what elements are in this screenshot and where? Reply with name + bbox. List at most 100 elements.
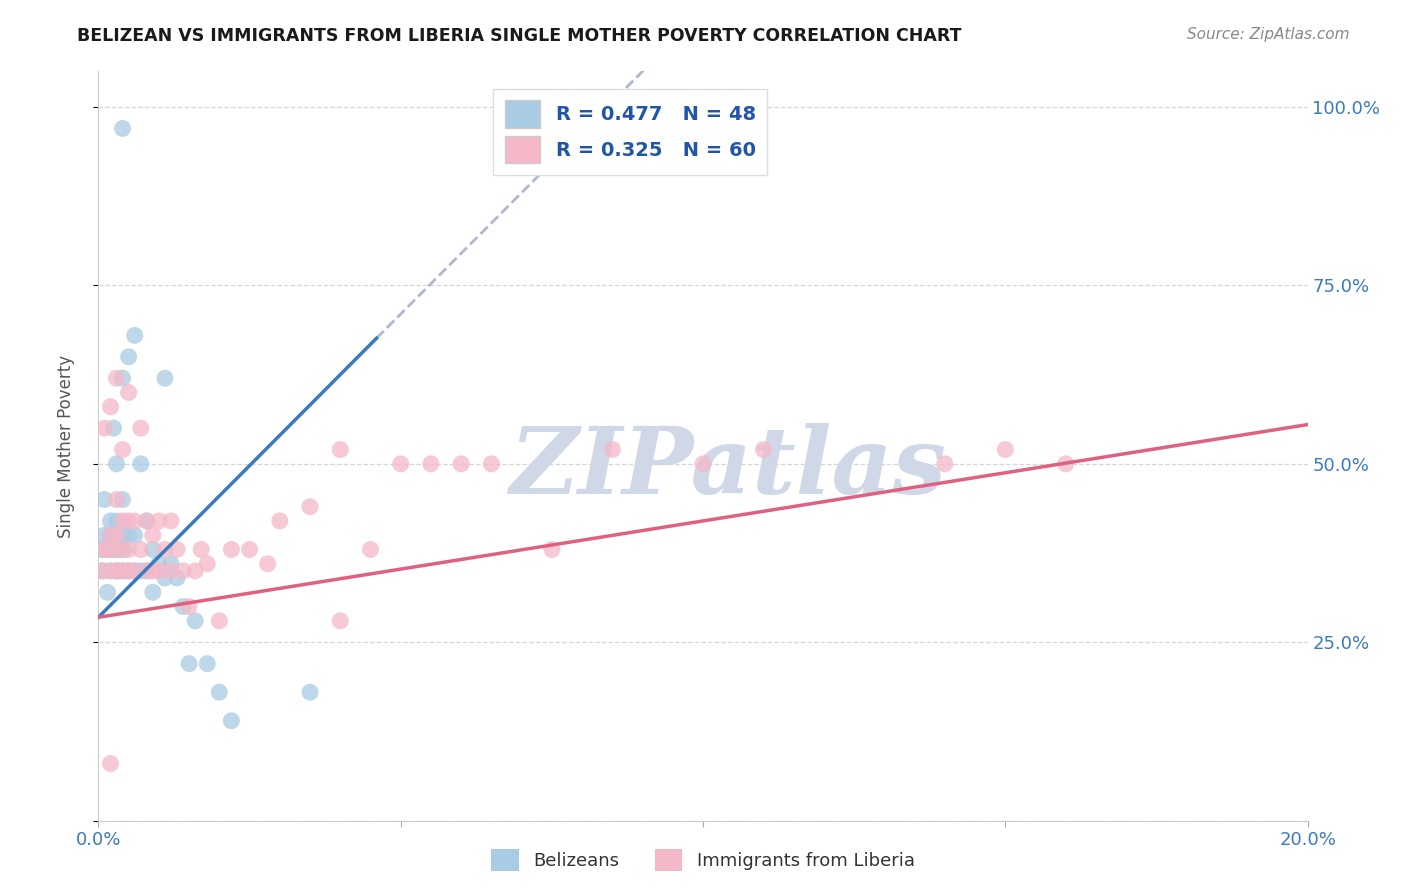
Point [389,457,412,471]
Point [142,564,165,578]
Point [256,557,278,571]
Point [142,585,165,599]
Point [105,514,128,528]
Point [111,442,134,457]
Point [994,442,1017,457]
Point [105,457,128,471]
Legend: R = 0.477   N = 48, R = 0.325   N = 60: R = 0.477 N = 48, R = 0.325 N = 60 [494,88,768,175]
Point [124,528,146,542]
Point [184,564,207,578]
Point [105,492,128,507]
Point [96,542,118,557]
Point [105,528,128,542]
Point [94,542,117,557]
Point [100,564,122,578]
Point [142,528,165,542]
Point [135,564,157,578]
Text: ZIPatlas: ZIPatlas [509,424,946,514]
Point [540,542,562,557]
Point [124,514,146,528]
Point [135,564,157,578]
Point [166,542,188,557]
Point [160,514,183,528]
Point [184,614,207,628]
Point [208,614,231,628]
Point [100,542,122,557]
Point [360,542,382,557]
Point [100,514,122,528]
Point [105,564,128,578]
Point [91,564,114,578]
Point [93,492,115,507]
Point [118,564,141,578]
Point [299,685,322,699]
Point [107,564,129,578]
Point [100,528,122,542]
Point [90,542,112,557]
Point [96,542,118,557]
Point [129,542,152,557]
Point [148,564,170,578]
Point [100,400,122,414]
Point [208,685,231,699]
Point [221,542,243,557]
Y-axis label: Single Mother Poverty: Single Mother Poverty [56,354,75,538]
Point [179,657,201,671]
Point [111,564,134,578]
Point [148,557,170,571]
Point [934,457,956,471]
Point [111,564,134,578]
Point [160,557,183,571]
Legend: Belizeans, Immigrants from Liberia: Belizeans, Immigrants from Liberia [484,842,922,879]
Point [118,542,141,557]
Point [112,542,135,557]
Point [179,599,201,614]
Point [329,614,352,628]
Point [108,542,131,557]
Point [172,564,194,578]
Point [135,514,157,528]
Point [129,564,152,578]
Point [153,371,176,385]
Point [148,514,170,528]
Point [195,557,218,571]
Point [93,528,115,542]
Point [160,564,183,578]
Text: BELIZEAN VS IMMIGRANTS FROM LIBERIA SINGLE MOTHER POVERTY CORRELATION CHART: BELIZEAN VS IMMIGRANTS FROM LIBERIA SING… [77,27,962,45]
Text: Source: ZipAtlas.com: Source: ZipAtlas.com [1187,27,1350,42]
Point [269,514,291,528]
Point [111,514,134,528]
Point [118,350,141,364]
Point [103,421,125,435]
Point [752,442,775,457]
Point [1054,457,1077,471]
Point [172,599,194,614]
Point [124,564,146,578]
Point [111,542,134,557]
Point [111,492,134,507]
Point [692,457,714,471]
Point [420,457,443,471]
Point [118,528,141,542]
Point [221,714,243,728]
Point [105,542,128,557]
Point [129,457,152,471]
Point [118,514,141,528]
Point [90,564,112,578]
Point [195,657,218,671]
Point [111,371,134,385]
Point [153,571,176,585]
Point [450,457,472,471]
Point [129,421,152,435]
Point [100,564,122,578]
Point [239,542,262,557]
Point [96,585,118,599]
Point [142,542,165,557]
Point [100,756,122,771]
Point [105,371,128,385]
Point [118,564,141,578]
Point [100,528,122,542]
Point [190,542,212,557]
Point [166,571,188,585]
Point [103,542,125,557]
